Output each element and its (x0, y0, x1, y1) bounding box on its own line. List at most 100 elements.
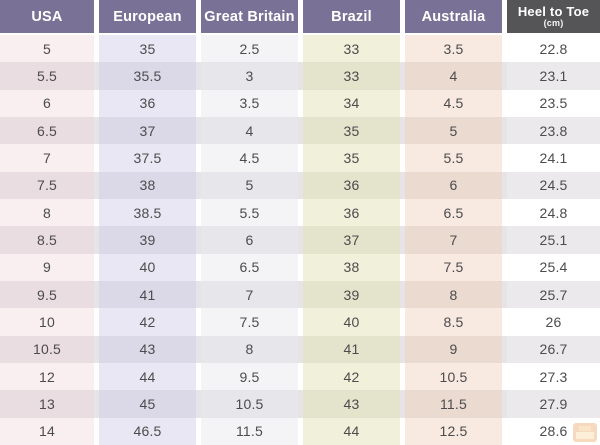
table-row: 9 40 6.5 38 7.5 25.4 (0, 253, 600, 281)
cell-brazil: 40 (303, 308, 400, 336)
cell-great-britain: 4.5 (201, 144, 298, 172)
cell-brazil: 38 (303, 253, 400, 281)
cell-great-britain: 9.5 (201, 362, 298, 391)
cell-european: 41 (99, 280, 196, 309)
cell-heel-to-toe: 24.8 (507, 198, 600, 227)
cell-great-britain: 4 (201, 116, 298, 145)
cell-australia: 8 (405, 280, 502, 309)
cell-european: 43 (99, 335, 196, 363)
table-row: 13 45 10.5 43 11.5 27.9 (0, 390, 600, 418)
cell-european: 46.5 (99, 417, 196, 445)
cell-european: 45 (99, 390, 196, 418)
cell-australia: 9 (405, 335, 502, 363)
cell-usa: 5 (0, 35, 94, 63)
cell-great-britain: 5 (201, 171, 298, 199)
cell-brazil: 35 (303, 116, 400, 145)
cell-usa: 9.5 (0, 280, 94, 309)
cell-european: 40 (99, 253, 196, 281)
cell-great-britain: 3.5 (201, 89, 298, 117)
cell-australia: 8.5 (405, 308, 502, 336)
cell-heel-to-toe: 23.5 (507, 89, 600, 117)
cell-usa: 6 (0, 89, 94, 117)
cell-great-britain: 3 (201, 62, 298, 90)
logo-watermark-icon (573, 423, 597, 442)
cell-brazil: 37 (303, 226, 400, 254)
cell-great-britain: 7 (201, 280, 298, 309)
cell-great-britain: 6 (201, 226, 298, 254)
cell-australia: 7.5 (405, 253, 502, 281)
table-row: 6 36 3.5 34 4.5 23.5 (0, 89, 600, 117)
column-header-australia: Australia (405, 0, 502, 33)
cell-usa: 14 (0, 417, 94, 445)
table-row: 7.5 38 5 36 6 24.5 (0, 171, 600, 199)
cell-european: 35.5 (99, 62, 196, 90)
table-row: 12 44 9.5 42 10.5 27.3 (0, 362, 600, 391)
cell-heel-to-toe: 28.6 (507, 417, 600, 445)
cell-australia: 3.5 (405, 35, 502, 63)
cell-european: 36 (99, 89, 196, 117)
cell-usa: 5.5 (0, 62, 94, 90)
cell-heel-to-toe: 23.1 (507, 62, 600, 90)
table-row: 5.5 35.5 3 33 4 23.1 (0, 62, 600, 90)
cell-european: 37.5 (99, 144, 196, 172)
cell-brazil: 44 (303, 417, 400, 445)
cell-brazil: 42 (303, 362, 400, 391)
cell-heel-to-toe: 24.5 (507, 171, 600, 199)
cell-brazil: 39 (303, 280, 400, 309)
cell-heel-to-toe: 25.1 (507, 226, 600, 254)
cell-european: 38 (99, 171, 196, 199)
cell-brazil: 36 (303, 171, 400, 199)
cell-australia: 12.5 (405, 417, 502, 445)
cell-usa: 13 (0, 390, 94, 418)
cell-heel-to-toe: 22.8 (507, 35, 600, 63)
cell-heel-to-toe: 26 (507, 308, 600, 336)
cell-heel-to-toe: 24.1 (507, 144, 600, 172)
cell-heel-to-toe: 23.8 (507, 116, 600, 145)
cell-european: 44 (99, 362, 196, 391)
table-row: 8 38.5 5.5 36 6.5 24.8 (0, 198, 600, 227)
cell-usa: 8 (0, 198, 94, 227)
cell-european: 37 (99, 116, 196, 145)
cell-heel-to-toe: 25.4 (507, 253, 600, 281)
table-row: 9.5 41 7 39 8 25.7 (0, 280, 600, 309)
table-row: 6.5 37 4 35 5 23.8 (0, 116, 600, 145)
cell-australia: 6 (405, 171, 502, 199)
cell-european: 39 (99, 226, 196, 254)
heel-to-toe-unit-label: (cm) (543, 17, 564, 28)
cell-brazil: 43 (303, 390, 400, 418)
column-header-european: European (99, 0, 196, 33)
cell-heel-to-toe: 27.3 (507, 362, 600, 391)
cell-australia: 5.5 (405, 144, 502, 172)
cell-great-britain: 5.5 (201, 198, 298, 227)
cell-australia: 10.5 (405, 362, 502, 391)
cell-australia: 4 (405, 62, 502, 90)
cell-usa: 6.5 (0, 116, 94, 145)
cell-usa: 10 (0, 308, 94, 336)
cell-usa: 7.5 (0, 171, 94, 199)
column-header-great-britain: Great Britain (201, 0, 298, 33)
cell-great-britain: 10.5 (201, 390, 298, 418)
cell-usa: 7 (0, 144, 94, 172)
heel-to-toe-label: Heel to Toe (517, 3, 590, 19)
cell-european: 38.5 (99, 198, 196, 227)
cell-great-britain: 6.5 (201, 253, 298, 281)
cell-australia: 5 (405, 116, 502, 145)
table-header-row: USA European Great Britain Brazil Austra… (0, 0, 600, 33)
cell-heel-to-toe: 27.9 (507, 390, 600, 418)
cell-australia: 11.5 (405, 390, 502, 418)
cell-great-britain: 7.5 (201, 308, 298, 336)
cell-usa: 12 (0, 362, 94, 391)
column-header-brazil: Brazil (303, 0, 400, 33)
cell-australia: 4.5 (405, 89, 502, 117)
cell-great-britain: 8 (201, 335, 298, 363)
table-row: 10 42 7.5 40 8.5 26 (0, 308, 600, 336)
table-row: 14 46.5 11.5 44 12.5 28.6 (0, 417, 600, 445)
table-body: 5 35 2.5 33 3.5 22.8 5.5 35.5 3 33 4 23.1 6 36 3.5 34 4.… (0, 35, 600, 445)
cell-heel-to-toe: 26.7 (507, 335, 600, 363)
column-header-usa: USA (0, 0, 94, 33)
cell-australia: 6.5 (405, 198, 502, 227)
table-row: 8.5 39 6 37 7 25.1 (0, 226, 600, 254)
cell-european: 35 (99, 35, 196, 63)
table-row: 10.5 43 8 41 9 26.7 (0, 335, 600, 363)
